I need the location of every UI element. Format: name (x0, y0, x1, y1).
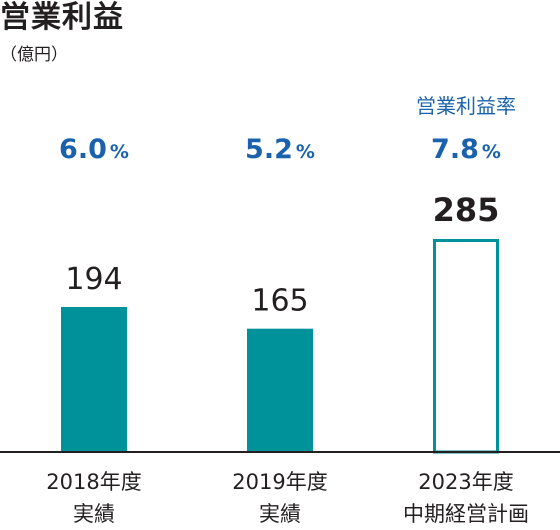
category-label-3-line-2: 中期経営計画 (403, 502, 529, 526)
value-labels-layer: 194 165 285 (65, 191, 499, 319)
margin-label-1: 6.0% (59, 134, 129, 165)
unit-label: （億円） (0, 45, 68, 65)
margin-labels-layer: 6.0% 5.2% 7.8 % 営業利益率 (59, 94, 516, 165)
category-label-1-line-1: 2018年度 (46, 470, 141, 494)
value-label-1: 194 (65, 262, 122, 297)
bar-3 (433, 239, 499, 454)
category-label-2-line-2: 実績 (259, 502, 301, 526)
category-label-1-line-2: 実績 (73, 502, 115, 526)
category-label-3-line-1: 2023年度 (418, 470, 513, 494)
bars-layer (61, 239, 499, 454)
value-label-2: 165 (251, 284, 308, 319)
bar-2 (247, 328, 313, 452)
margin-label-2: 5.2% (245, 134, 315, 165)
chart-title: 営業利益 (0, 0, 124, 35)
margin-label-3: 7.8% (431, 134, 501, 165)
bar-1 (61, 307, 127, 452)
category-label-2-line-1: 2019年度 (232, 470, 327, 494)
margin-header-label: 営業利益率 (416, 94, 516, 118)
value-label-3: 285 (433, 191, 500, 229)
